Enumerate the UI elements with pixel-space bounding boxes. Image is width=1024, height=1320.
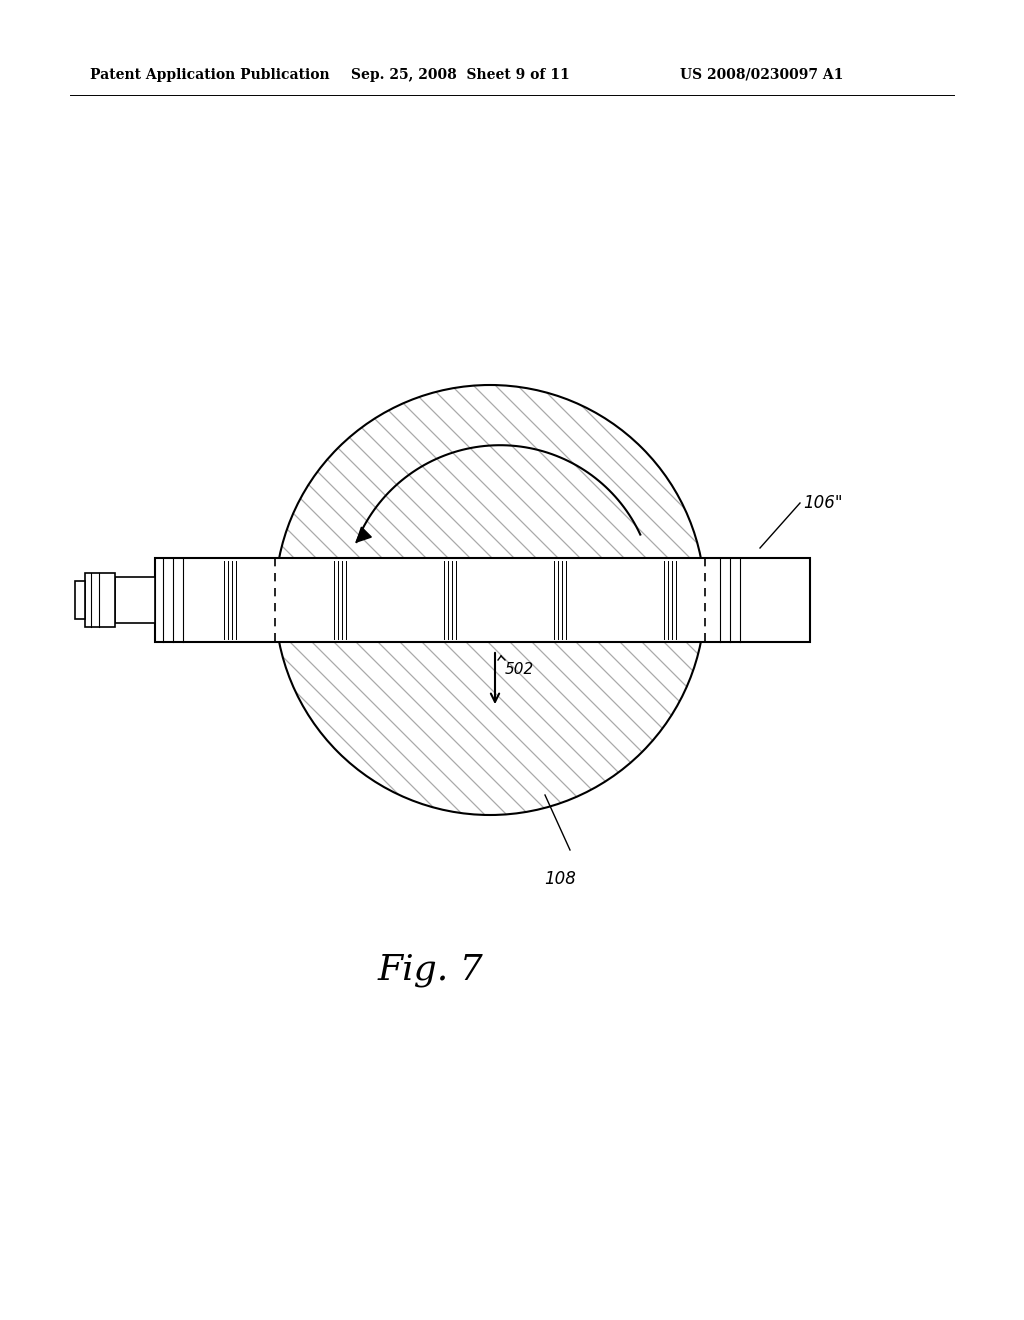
Text: Sep. 25, 2008  Sheet 9 of 11: Sep. 25, 2008 Sheet 9 of 11 (350, 69, 569, 82)
Bar (155, 558, 810, 642)
Bar (115, 577, 155, 623)
Polygon shape (356, 527, 372, 543)
Text: Fig. 7: Fig. 7 (377, 953, 483, 987)
Text: 108: 108 (544, 870, 575, 888)
Text: Patent Application Publication: Patent Application Publication (90, 69, 330, 82)
Bar (75, 581, 85, 619)
Bar (85, 573, 115, 627)
Text: 106": 106" (803, 494, 843, 512)
Text: US 2008/0230097 A1: US 2008/0230097 A1 (680, 69, 844, 82)
Text: 502: 502 (505, 663, 535, 677)
